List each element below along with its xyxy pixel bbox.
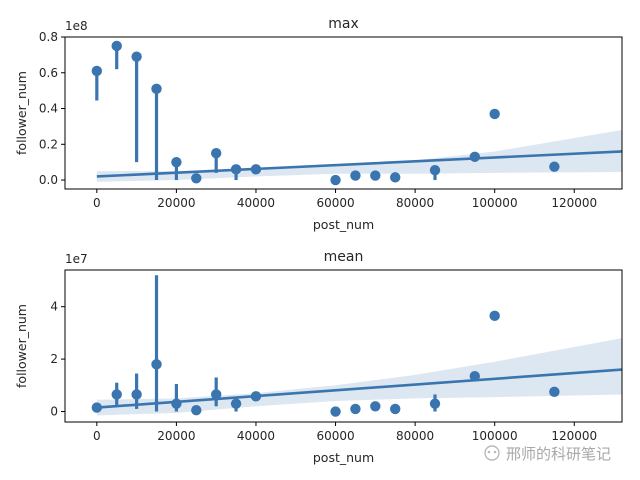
y-tick-label-2: 0.4: [39, 102, 58, 116]
data-point-4: [171, 156, 182, 168]
watermark-logo-icon-inner: [487, 450, 491, 454]
data-point-9: [330, 406, 341, 417]
subplot-max: 0 20000 40000 60000 80000 100000 120000 0.0 0.2 0…: [14, 16, 623, 232]
data-point-5: [191, 173, 202, 184]
x-axis-label: post_num: [313, 450, 374, 465]
x-axis-label: post_num: [313, 217, 374, 232]
x-tick-label-1: 20000: [157, 429, 195, 443]
y-tick-label-3: 0.6: [39, 66, 58, 80]
data-point-15: [489, 310, 500, 322]
data-point-16: [549, 161, 560, 172]
regression-line: [96, 368, 622, 409]
y-tick-label-1: 0.2: [39, 137, 58, 151]
y-offset-label: 1e8: [65, 19, 88, 33]
y-tick-label-2: 4: [50, 300, 58, 314]
axes-frame: [64, 36, 623, 190]
axes-frame: [64, 269, 623, 423]
data-point-9: [330, 174, 341, 186]
watermark-logo-icon: [484, 445, 500, 461]
data-point-2: [131, 51, 142, 62]
y-tick-label-0: 0: [50, 405, 58, 419]
x-tick-label-4: 80000: [396, 429, 434, 443]
data-point-13: [429, 165, 441, 176]
confidence-band: [96, 129, 622, 182]
data-point-16: [549, 386, 560, 398]
x-tick-label-2: 40000: [237, 196, 275, 210]
data-point-3: [151, 359, 162, 370]
x-tick-label-0: 0: [93, 429, 101, 443]
x-tick-label-3: 60000: [316, 196, 354, 210]
x-tick-label-2: 40000: [237, 429, 275, 443]
y-tick-label-0: 0.0: [39, 173, 58, 187]
watermark-logo-icon-inner-2: [493, 450, 497, 454]
chart-title: max: [328, 16, 359, 32]
y-offset-label: 1e7: [65, 252, 88, 266]
data-point-12: [390, 172, 401, 183]
watermark: 邢师的科研笔记: [484, 445, 611, 463]
data-point-11: [370, 170, 381, 181]
data-point-1: [111, 389, 122, 400]
x-tick-label-6: 120000: [551, 429, 597, 443]
data-point-6: [210, 389, 222, 400]
y-axis-label: follower_num: [14, 304, 29, 388]
data-point-10: [350, 403, 361, 415]
data-point-6: [210, 148, 222, 159]
x-tick-label-1: 20000: [157, 196, 195, 210]
subplot-mean: 0 20000 40000 60000 80000 100000 120000 0 2 4 1e7 m…: [14, 249, 623, 465]
data-point-0: [91, 65, 103, 77]
x-tick-label-4: 80000: [396, 196, 434, 210]
chart-title: mean: [324, 249, 364, 265]
data-point-5: [191, 405, 202, 416]
watermark-text: 邢师的科研笔记: [506, 445, 611, 463]
data-point-13: [429, 398, 441, 409]
plot-area: [91, 40, 622, 186]
data-point-4: [171, 398, 182, 409]
plot-area: [91, 275, 622, 417]
data-point-1: [111, 40, 122, 52]
data-point-8: [250, 391, 262, 402]
x-tick-label-3: 60000: [316, 429, 354, 443]
data-point-2: [131, 389, 142, 400]
y-axis-label: follower_num: [14, 71, 29, 155]
x-tick-label-5: 100000: [472, 196, 518, 210]
x-tick-label-6: 120000: [551, 196, 597, 210]
data-point-7: [230, 398, 242, 409]
confidence-band: [96, 338, 622, 416]
data-point-3: [151, 83, 162, 95]
data-point-0: [91, 402, 103, 413]
data-point-12: [390, 403, 401, 415]
data-point-14: [469, 370, 480, 382]
y-tick-label-4: 0.8: [39, 30, 58, 44]
y-tick-label-1: 2: [50, 352, 58, 366]
x-tick-label-5: 100000: [472, 429, 518, 443]
data-point-7: [230, 164, 242, 175]
data-point-11: [370, 401, 381, 412]
data-point-14: [469, 151, 480, 163]
data-point-8: [250, 164, 262, 175]
x-tick-label-0: 0: [93, 196, 101, 210]
data-point-15: [489, 108, 500, 120]
data-point-10: [350, 170, 361, 181]
regression-line: [96, 150, 622, 178]
